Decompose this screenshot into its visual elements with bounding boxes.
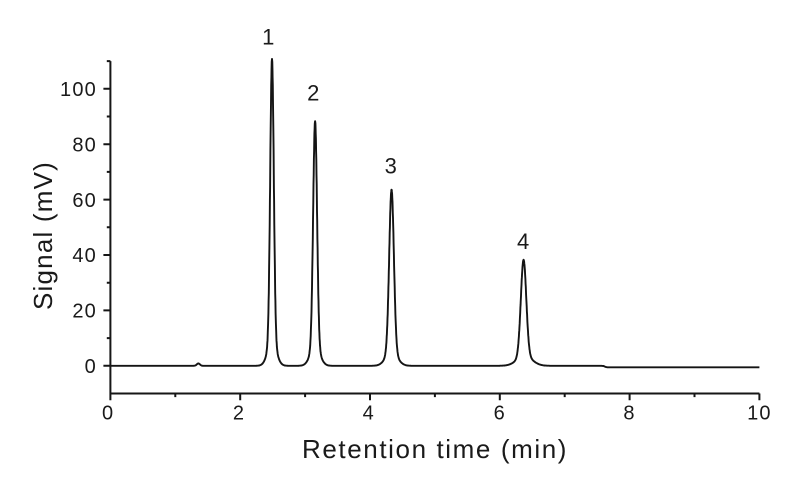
svg-text:20: 20 <box>72 301 97 323</box>
svg-text:1: 1 <box>262 25 274 50</box>
svg-text:80: 80 <box>72 134 97 156</box>
svg-text:4: 4 <box>517 229 529 254</box>
svg-text:0: 0 <box>85 356 97 378</box>
svg-text:8: 8 <box>623 403 635 425</box>
svg-text:Retention time (min): Retention time (min) <box>302 434 568 464</box>
svg-text:0: 0 <box>102 403 114 425</box>
svg-text:2: 2 <box>307 81 319 106</box>
svg-text:4: 4 <box>363 403 375 425</box>
svg-text:60: 60 <box>72 190 97 212</box>
svg-text:6: 6 <box>494 403 506 425</box>
svg-text:Signal (mV): Signal (mV) <box>28 161 58 310</box>
svg-text:100: 100 <box>60 79 97 101</box>
svg-text:10: 10 <box>747 403 772 425</box>
svg-text:3: 3 <box>385 154 397 179</box>
svg-text:2: 2 <box>233 403 245 425</box>
svg-text:40: 40 <box>72 245 97 267</box>
